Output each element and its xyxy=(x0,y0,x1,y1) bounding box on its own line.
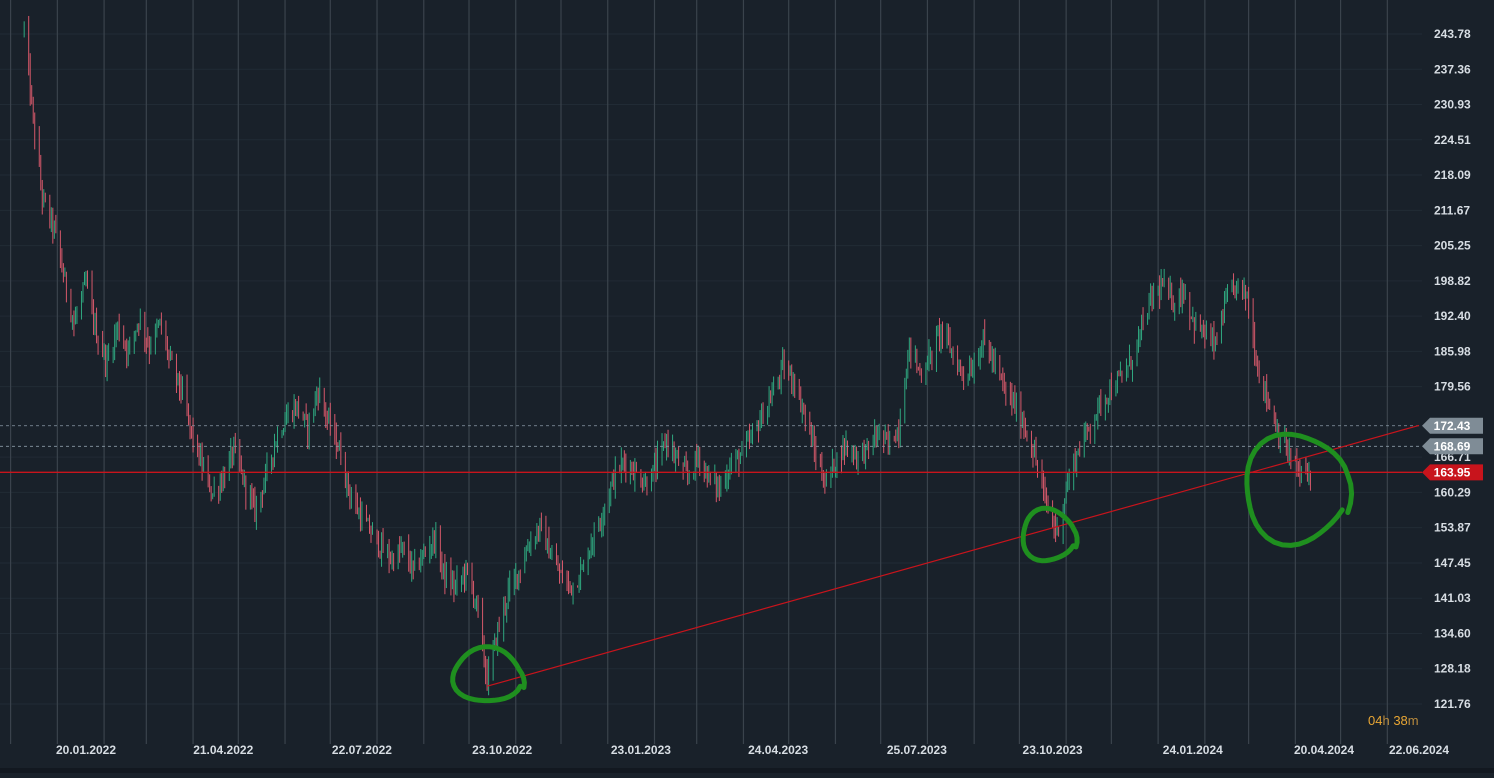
y-tick-label: 198.82 xyxy=(1434,274,1471,288)
x-tick-label: 20.04.2024 xyxy=(1294,743,1354,757)
x-tick-label: 23.01.2023 xyxy=(611,743,671,757)
axes: 243.78 237.36 230.93 224.51 218.09 211.67 205.… xyxy=(56,27,1471,757)
y-tick-label: 185.98 xyxy=(1434,344,1471,358)
x-tick-label: 23.10.2022 xyxy=(472,743,532,757)
y-tick-label: 237.36 xyxy=(1434,62,1471,76)
price-tags: 172.43 168.69 163.95 xyxy=(1422,417,1483,481)
x-tick-label: 20.01.2022 xyxy=(56,743,116,757)
trendline xyxy=(486,424,1420,687)
circle-annotation xyxy=(1244,431,1355,548)
price-tag: 168.69 xyxy=(1422,438,1483,455)
circle-annotation xyxy=(1020,505,1080,564)
bottom-scrollbar[interactable] xyxy=(0,768,1494,773)
y-tick-label: 153.87 xyxy=(1434,521,1471,535)
countdown-h-unit: h xyxy=(1382,713,1390,728)
price-tag-label: 172.43 xyxy=(1434,419,1471,433)
y-tick-label: 134.60 xyxy=(1434,626,1471,640)
price-tag-label: 168.69 xyxy=(1434,439,1471,453)
y-tick-label: 147.45 xyxy=(1434,556,1471,570)
price-tag-label: 163.95 xyxy=(1434,465,1471,479)
y-tick-label: 243.78 xyxy=(1434,27,1471,41)
price-tag-box xyxy=(1422,438,1483,455)
x-tick-label: 22.06.2024 xyxy=(1389,743,1449,757)
annotations xyxy=(450,431,1355,704)
countdown-m-unit: m xyxy=(1407,713,1419,728)
x-tick-label: 23.10.2023 xyxy=(1023,743,1083,757)
countdown-hours: 04 xyxy=(1368,713,1383,728)
y-tick-label: 160.29 xyxy=(1434,485,1471,499)
y-tick-label: 128.18 xyxy=(1434,662,1471,676)
candle-countdown: 04h 38m xyxy=(1368,713,1419,728)
grid xyxy=(0,0,1422,744)
price-tag: 172.43 xyxy=(1422,417,1483,434)
y-tick-label: 230.93 xyxy=(1434,98,1471,112)
y-tick-label: 218.09 xyxy=(1434,168,1471,182)
y-tick-label: 205.25 xyxy=(1434,239,1471,253)
price-tag: 163.95 xyxy=(1422,464,1483,481)
y-tick-label: 211.67 xyxy=(1434,203,1470,217)
x-tick-label: 24.04.2023 xyxy=(748,743,808,757)
x-tick-label: 25.07.2023 xyxy=(887,743,947,757)
countdown-minutes: 38 xyxy=(1393,713,1408,728)
lines xyxy=(0,424,1422,687)
x-tick-label: 22.07.2022 xyxy=(332,743,392,757)
y-tick-label: 141.03 xyxy=(1434,591,1471,605)
y-tick-label: 121.76 xyxy=(1434,697,1471,711)
x-tick-label: 21.04.2022 xyxy=(193,743,253,757)
y-tick-label: 224.51 xyxy=(1434,133,1471,147)
circle-annotation xyxy=(450,644,527,704)
price-tag-box xyxy=(1422,464,1483,481)
y-tick-label: 179.56 xyxy=(1434,380,1471,394)
y-tick-label: 192.40 xyxy=(1434,309,1471,323)
price-tag-box xyxy=(1422,417,1483,434)
candles xyxy=(23,15,1311,696)
x-tick-label: 24.01.2024 xyxy=(1163,743,1223,757)
